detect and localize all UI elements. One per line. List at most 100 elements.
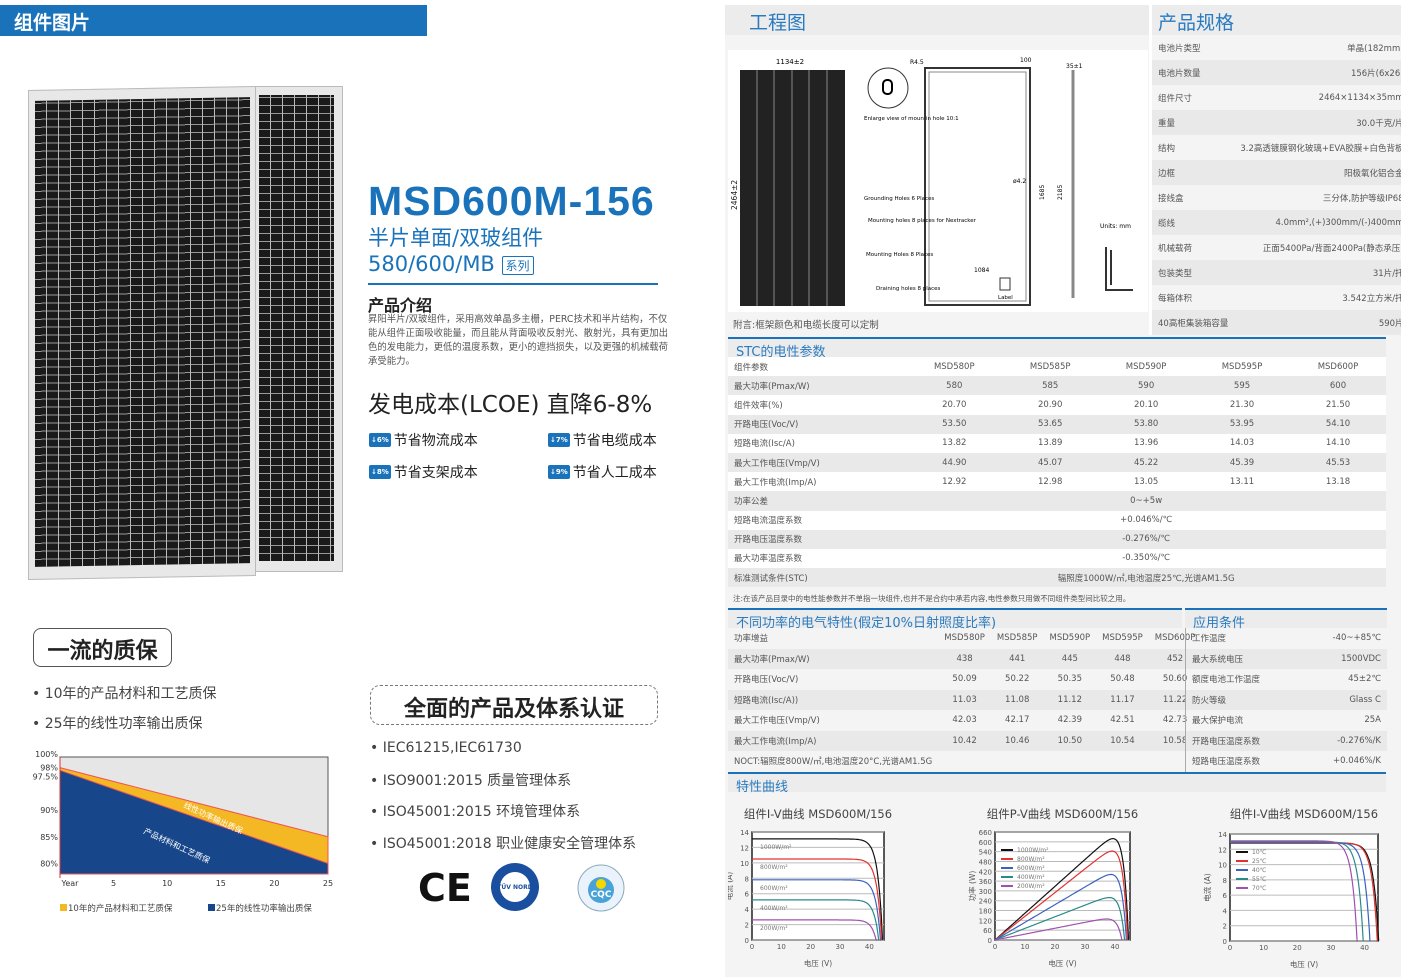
spec-row: 机械载荷 正面5400Pa/背面2400Pa(静态承压) [1152,235,1401,260]
spec-row: 包装类型 31片/托 [1152,260,1401,285]
x-tick-label: 10 [162,879,172,888]
noct-row-cell: 短路电流(Isc/A)) [728,689,939,710]
stc-span-row-cell: +0.046%/℃ [906,510,1386,530]
condition-row: 短路电压温度系数 +0.046%/K [1186,751,1387,772]
spec-row-cell: 每箱体积 [1158,293,1193,304]
feature-label: 节省物流成本 [393,433,478,449]
noct-row-cell: 最大功率(Pmax/W) [728,648,939,669]
x-tick-label: Year [61,879,80,888]
noct-row-cell: 50.48 [1110,674,1135,685]
feature-label: 节省支架成本 [393,465,478,481]
spec-row-cell: 单晶(182mm) [1347,43,1401,54]
noct-row-cell: 10.54 [1096,730,1149,751]
series-line [752,919,877,941]
dim-label: 35±1 [1066,63,1083,70]
condition-row-cell: 1500VDC [1300,648,1387,669]
stc-row-cell: 13.18 [1290,472,1386,492]
condition-row-cell: 最大保护电流 [1192,716,1244,727]
series-line [1230,841,1371,942]
product-subtitle: 半片单面/双玻组件 [368,226,544,250]
stc-row-cell: 20.90 [1002,395,1099,415]
series-tag: 系列 [501,255,534,275]
y-tick-label: 660 [979,829,992,837]
noct-row: 短路电流(Isc/A)) 11.03 11.08 11.12 11.17 11.22 [728,689,1202,710]
intro-title: 产品介绍 [368,296,433,315]
x-tick-label: 30 [1326,944,1335,952]
noct-row-cell: MSD595P [1102,633,1143,644]
quality-item-text: 25年的线性功率输出质保 [44,716,203,732]
stc-span-row-cell: -0.276%/℃ [906,529,1386,549]
stc-row-cell: 45.07 [1002,452,1099,473]
series-line [994,837,1130,941]
y-tick-label: 100% [35,750,58,759]
stc-row-cell: 595 [1194,376,1290,396]
y-tick-label: 360 [979,878,992,886]
conditions-header: 应用条件 [1185,608,1387,631]
y-tick-label: 10 [740,860,749,868]
stc-row-cell: 最大工作电压(Vmp/V) [728,452,907,473]
stc-row-cell: 53.95 [1194,414,1290,434]
condition-row: 最大保护电流 25A [1186,710,1387,731]
product-series: 580/600/MB 系列 [368,252,534,276]
quality-item: • 25年的线性功率输出质保 [32,716,203,732]
y-tick-label: 80% [40,859,58,868]
stc-row-cell: MSD585P [1002,357,1099,377]
noct-row-cell: 448 [1096,648,1149,669]
drawing-label: Grounding Holes 6 Places [864,196,934,202]
noct-row-cell: 10.46 [990,730,1044,751]
x-tick-label: 20 [1051,943,1060,951]
drawing-label: Mounting Holes 8 Places [866,252,933,258]
stc-row: 组件效率(%) 20.70 20.90 20.10 21.30 21.50 [728,395,1386,415]
legend-label: 200W/m² [1017,883,1045,890]
noct-row-cell: 11.12 [1043,689,1097,710]
y-tick-label: 8 [1223,877,1227,885]
x-tick-label: 20 [269,879,279,888]
noct-table: 功率增益 MSD580P MSD585P MSD590P MSD595P MSD600P 最… [728,628,1202,772]
quality-title: 一流的质保 [33,628,172,667]
stc-row-cell: 45.53 [1290,452,1386,473]
noct-row-cell: 50.09 [952,674,977,685]
condition-row: 最大系统电压 1500VDC [1186,648,1387,669]
y-tick-label: 90% [40,806,58,815]
specs-table: 电池片类型 单晶(182mm) 电池片数量 156片(6x26) 组件尺寸 2464×11… [1152,35,1401,335]
drawing-label: Draining holes 8 places [876,286,941,292]
condition-row-cell: 25A [1364,715,1381,726]
conditions-table: 工作温度 -40~+85℃ 最大系统电压 1500VDC 额度电池工作温度 45±2℃ 防火… [1185,628,1387,772]
y-tick-label: 12 [1218,846,1227,854]
series-line [994,918,1123,941]
y-tick-label: 85% [40,833,58,842]
x-tick-label: 0 [1228,944,1232,952]
stc-row-cell: 600 [1290,376,1386,396]
chart-title: 组件P-V曲线 MSD600M/156 [987,807,1138,821]
stc-row-cell: 组件效率(%) [728,395,907,415]
noct-row-cell: 42.51 [1110,715,1135,726]
y-tick-label: 420 [979,868,992,876]
chart-title: 组件I-V曲线 MSD600M/156 [1230,807,1378,821]
stc-row-cell: 最大功率(Pmax/W) [728,376,907,396]
spec-row-cell: 电池片类型 [1158,43,1201,54]
condition-row: 开路电压温度系数 -0.276%/K [1186,730,1387,751]
stc-header: STC的电性参数 [728,337,1386,360]
cert-item-text: ISO45001:2018 职业健康安全管理体系 [382,836,637,852]
legend-label: 400W/m² [1017,874,1045,881]
drawing-label: Label [998,295,1013,301]
down-arrow-badge-icon: ↓6% [369,433,391,447]
stc-row-cell: 13.11 [1194,472,1290,492]
cert-item-text: IEC61215,IEC61730 [382,740,522,756]
x-tick-label: 40 [1111,943,1120,951]
cert-item: • ISO45001:2015 环境管理体系 [370,804,581,820]
svg-text:TÜV NORD: TÜV NORD [497,884,532,891]
y-tick-label: 6 [1223,892,1228,900]
noct-row-cell: 42.17 [1005,715,1030,726]
noct-row-cell: 功率增益 [734,634,769,645]
down-arrow-badge-icon: ↓7% [548,433,570,447]
y-tick-label: 60 [983,927,992,935]
condition-row: 工作温度 -40~+85℃ [1186,628,1387,649]
x-tick-label: 10 [777,943,786,951]
dim-label: 2185 [1057,185,1064,200]
condition-row-cell: +0.046%/K [1333,756,1381,767]
stc-note: 注:在该产品目录中的电性能参数并不单指一块组件,也并不是合约中承若内容,电性参数… [733,594,1131,603]
y-tick-label: 6 [745,891,750,899]
spec-row-cell: 边框 [1152,160,1235,185]
noct-row-cell: 10.50 [1043,730,1097,751]
